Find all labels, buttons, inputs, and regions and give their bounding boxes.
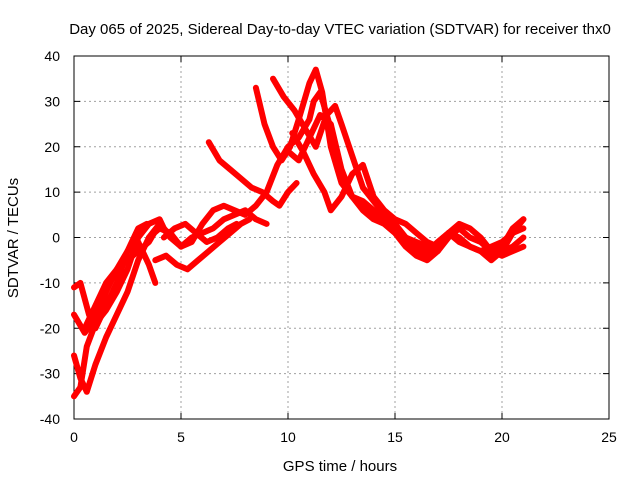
y-tick-label: 20 [44, 139, 60, 155]
y-tick-label: 10 [44, 184, 60, 200]
series-line-7 [135, 207, 270, 255]
series-line-8 [152, 216, 253, 273]
series-line-4 [71, 220, 150, 332]
x-tick-label: 20 [494, 429, 510, 445]
data-series [71, 66, 527, 400]
axis-ticks: 0 5 10 15 20 25 -40 -30 -20 -10 0 10 20 30 40 [40, 48, 617, 445]
x-tick-label: 0 [70, 429, 78, 445]
series-line-13 [289, 130, 527, 259]
x-tick-label: 10 [280, 429, 296, 445]
y-tick-label: 40 [44, 48, 60, 64]
y-tick-label: -40 [40, 411, 60, 427]
x-tick-label: 25 [601, 429, 617, 445]
y-tick-label: 30 [44, 93, 60, 109]
y-tick-label: -10 [40, 275, 60, 291]
series-line-9 [160, 220, 240, 245]
x-axis-title: GPS time / hours [283, 458, 397, 475]
chart-title: Day 065 of 2025, Sidereal Day-to-day VTE… [69, 21, 611, 38]
series-line-11 [252, 66, 527, 264]
series-line-14 [285, 112, 527, 255]
y-tick-label: -30 [40, 366, 60, 382]
x-tick-label: 5 [177, 429, 185, 445]
series-line-10 [205, 139, 300, 209]
series-line-5 [81, 248, 142, 332]
series-line-2 [71, 216, 167, 400]
y-tick-label: -20 [40, 320, 60, 336]
y-tick-label: 0 [52, 230, 60, 246]
x-tick-label: 15 [387, 429, 403, 445]
y-axis-title: SDTVAR / TECUs [5, 178, 22, 298]
